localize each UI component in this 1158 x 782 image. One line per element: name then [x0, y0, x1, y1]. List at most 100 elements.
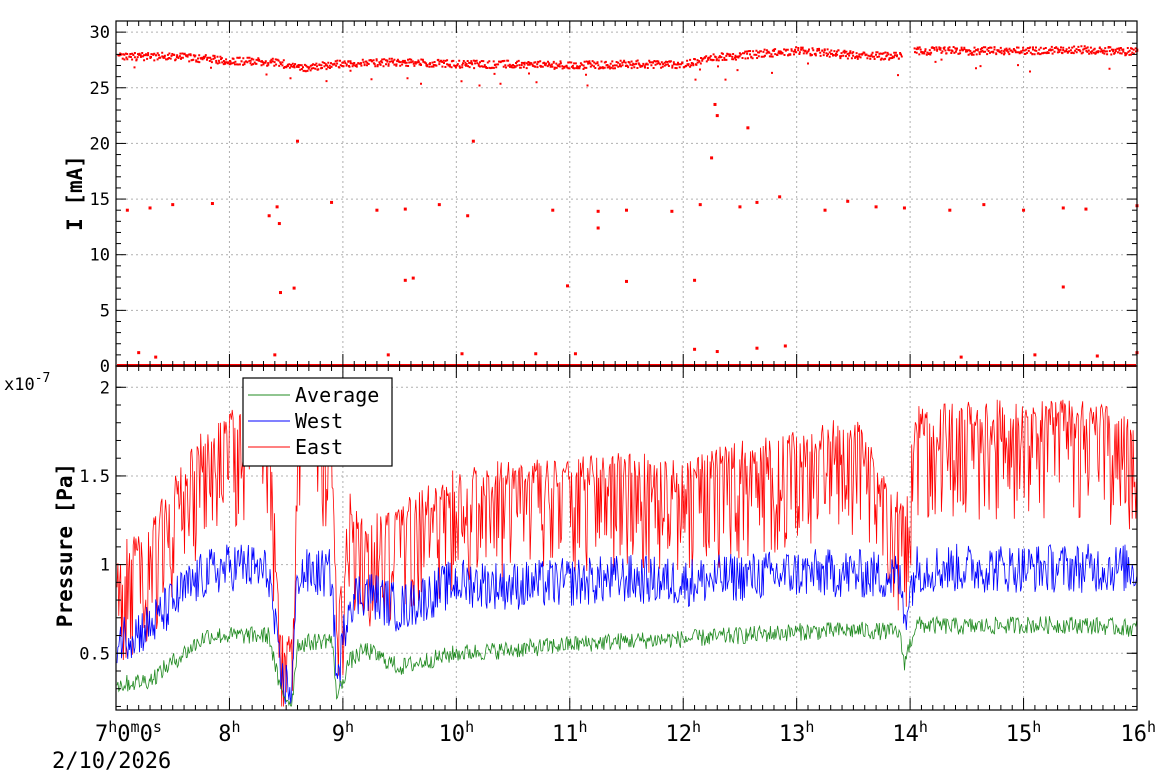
y-tick-label: 0.5 [79, 644, 110, 664]
current-point [551, 208, 555, 212]
current-point [959, 355, 963, 359]
current-axis-label: I [mA] [63, 155, 87, 231]
current-point [693, 278, 697, 282]
current-data-points [117, 45, 1139, 367]
x-tick-label: 10h [439, 718, 475, 747]
current-point [746, 126, 750, 130]
current-point [278, 291, 282, 295]
y-tick-label: 10 [90, 246, 110, 266]
current-point [738, 205, 742, 209]
series-line-average [116, 615, 1138, 707]
current-point [874, 205, 878, 209]
x-tick-label: 16h [1120, 718, 1156, 747]
legend-label-east: East [295, 435, 343, 459]
current-point [625, 279, 628, 283]
pressure-y-ticks: 0.5 1 1.5 2 [79, 378, 1137, 707]
current-point [715, 114, 719, 118]
y-tick-label: 2 [100, 378, 110, 398]
current-point [596, 226, 600, 230]
current-point [566, 284, 570, 288]
current-point [534, 352, 538, 356]
current-point [210, 202, 214, 206]
x-tick-label: 9h [332, 718, 354, 747]
x-tick-label: 14h [892, 718, 928, 747]
y-tick-label: 0 [100, 357, 110, 377]
y-tick-label: 15 [90, 190, 110, 210]
series-line-west [116, 543, 1138, 705]
current-point [330, 200, 334, 204]
x-tick-label: 15h [1006, 718, 1042, 747]
current-point [755, 346, 759, 350]
current-point [125, 208, 129, 212]
current-plot-frame [115, 20, 1138, 367]
y-tick-label: 30 [90, 23, 110, 43]
current-point [698, 203, 702, 207]
pressure-axis-label: Pressure [Pa] [53, 463, 77, 627]
time-axis-ticks: 7h0m0s 8h 9h 10h 11h 12h 13h 14h 15h 16h [95, 21, 1156, 747]
y-tick-label: 5 [100, 301, 110, 321]
current-point [386, 353, 390, 357]
current-point [625, 208, 628, 212]
current-main-band [117, 45, 1139, 87]
date-label: 2/10/2026 [52, 749, 171, 774]
current-point [1033, 353, 1037, 357]
x-tick-label: 7h0m0s [95, 718, 162, 747]
current-point [755, 200, 759, 204]
current-point [277, 222, 281, 226]
current-point [148, 206, 152, 210]
current-point [437, 203, 441, 207]
current-point [154, 355, 158, 359]
x-tick-label: 11h [552, 718, 588, 747]
current-point [693, 347, 697, 351]
current-point [823, 208, 827, 212]
current-point [596, 209, 600, 213]
current-point [783, 344, 787, 348]
legend-label-average: Average [295, 383, 379, 407]
current-point [670, 209, 674, 213]
current-point [710, 156, 714, 160]
pressure-multiplier: x10-7 [4, 371, 50, 395]
current-point [1084, 207, 1088, 211]
current-point [715, 350, 719, 354]
current-point [573, 352, 577, 356]
y-tick-label: 25 [90, 79, 110, 99]
current-point [267, 214, 271, 218]
current-point [292, 286, 296, 290]
current-point [778, 195, 782, 199]
current-point [948, 208, 952, 212]
legend-box [242, 377, 393, 467]
current-point [403, 278, 407, 282]
y-tick-label: 20 [90, 134, 110, 154]
current-grid [116, 21, 1137, 366]
current-point [460, 352, 464, 356]
legend-label-west: West [295, 409, 343, 433]
current-point [1061, 206, 1065, 210]
series-line-east [116, 399, 1138, 707]
current-point [375, 208, 379, 212]
current-y-ticks: 0 5 10 15 20 25 30 [90, 23, 1137, 377]
y-tick-label: 1.5 [79, 467, 110, 487]
current-point [982, 203, 986, 207]
current-point [137, 351, 141, 355]
current-point [1095, 354, 1099, 358]
current-point [713, 102, 717, 106]
current-point [902, 206, 906, 210]
current-point [296, 139, 300, 143]
y-tick-label: 1 [100, 556, 110, 576]
current-point [171, 203, 175, 207]
x-tick-label: 13h [779, 718, 815, 747]
current-point [275, 205, 279, 209]
current-point [403, 207, 407, 211]
current-point [1022, 208, 1026, 212]
pressure-data-lines [116, 399, 1138, 707]
current-point [466, 214, 470, 218]
current-point [846, 199, 850, 203]
current-point [273, 353, 277, 357]
current-point [411, 276, 415, 280]
current-point [471, 139, 475, 143]
x-tick-label: 8h [218, 718, 240, 747]
current-point [1061, 285, 1065, 289]
x-tick-label: 12h [665, 718, 701, 747]
